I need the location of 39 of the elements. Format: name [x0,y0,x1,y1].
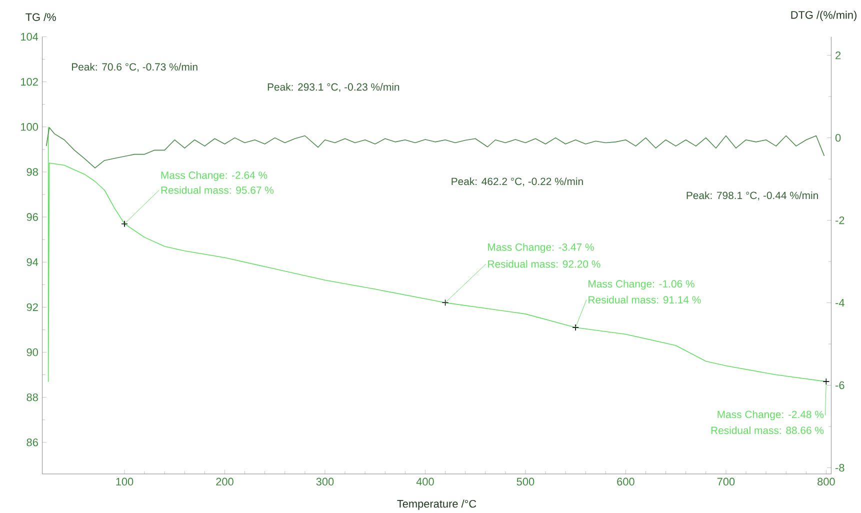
annotation: Mass Change: -3.47 % [488,242,594,253]
annotation: Mass Change: -2.48 % [718,410,824,420]
x-tick-label: 200 [216,478,234,486]
y-axis-title: TG /% [26,12,56,21]
annotation: Peak: 293.1 °C, -0.23 %/min [268,82,400,92]
annotation: Residual mass: 95.67 % [161,186,274,194]
annotation: Peak: 798.1 °C, -0.44 %/min [686,191,818,200]
y-tick-label: 96 [26,212,38,221]
annotation: Residual mass: 92.20 % [488,260,600,268]
y2-tick-label: -8 [836,464,844,472]
y2-tick-label: 0 [835,134,841,142]
y-tick-label: 88 [26,393,38,401]
annotation: Peak: 70.6 °C, -0.73 %/min [72,62,198,72]
annotation: Peak: 462.2 °C, -0.22 %/min [452,177,583,186]
y2-axis-title: DTG /(%/min) [791,10,856,21]
y2-tick-label: -2 [836,216,844,224]
annotation: Mass Change: -2.64 % [161,171,268,181]
x-tick-label: 500 [516,478,534,486]
y-tick-label: 98 [26,168,38,176]
y-tick-label: 90 [26,348,38,356]
x-tick-label: 100 [116,478,134,486]
x-tick-label: 300 [316,478,334,486]
y-tick-label: 102 [21,78,38,86]
annotation: Residual mass: 88.66 % [711,426,824,434]
x-axis-title: Temperature /°C [397,499,476,510]
y2-tick-label: -6 [836,381,844,389]
x-tick-label: 700 [717,478,735,486]
y-tick-label: 92 [26,303,38,311]
x-tick-label: 800 [818,478,835,486]
y-tick-label: 100 [21,122,38,131]
y2-tick-label: 2 [836,51,841,59]
x-tick-label: 400 [416,478,434,486]
annotation: Mass Change: -1.06 % [588,280,694,290]
y-tick-label: 94 [26,258,38,266]
x-tick-label: 600 [617,478,634,486]
annotation: Residual mass: 91.14 % [588,296,701,304]
y-tick-label: 104 [21,32,38,40]
y-tick-label: 86 [26,438,38,446]
y2-tick-label: -4 [836,298,844,306]
